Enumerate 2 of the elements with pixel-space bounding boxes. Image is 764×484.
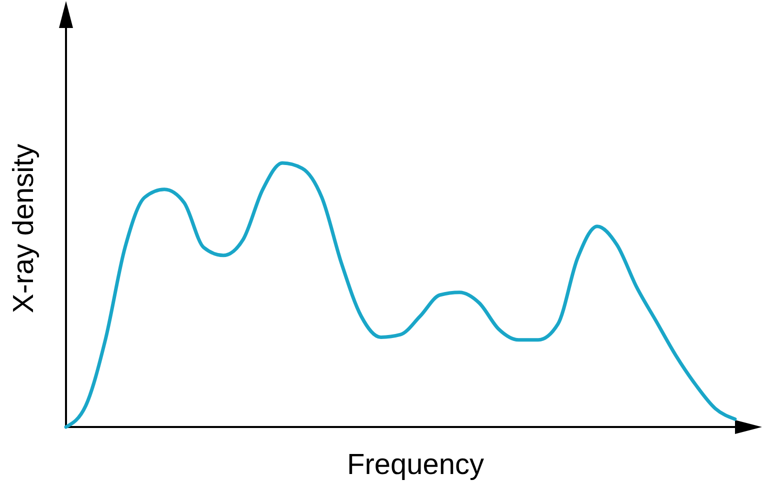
y-axis-title: X-ray density: [8, 143, 40, 314]
x-axis-title: Frequency: [346, 449, 485, 481]
